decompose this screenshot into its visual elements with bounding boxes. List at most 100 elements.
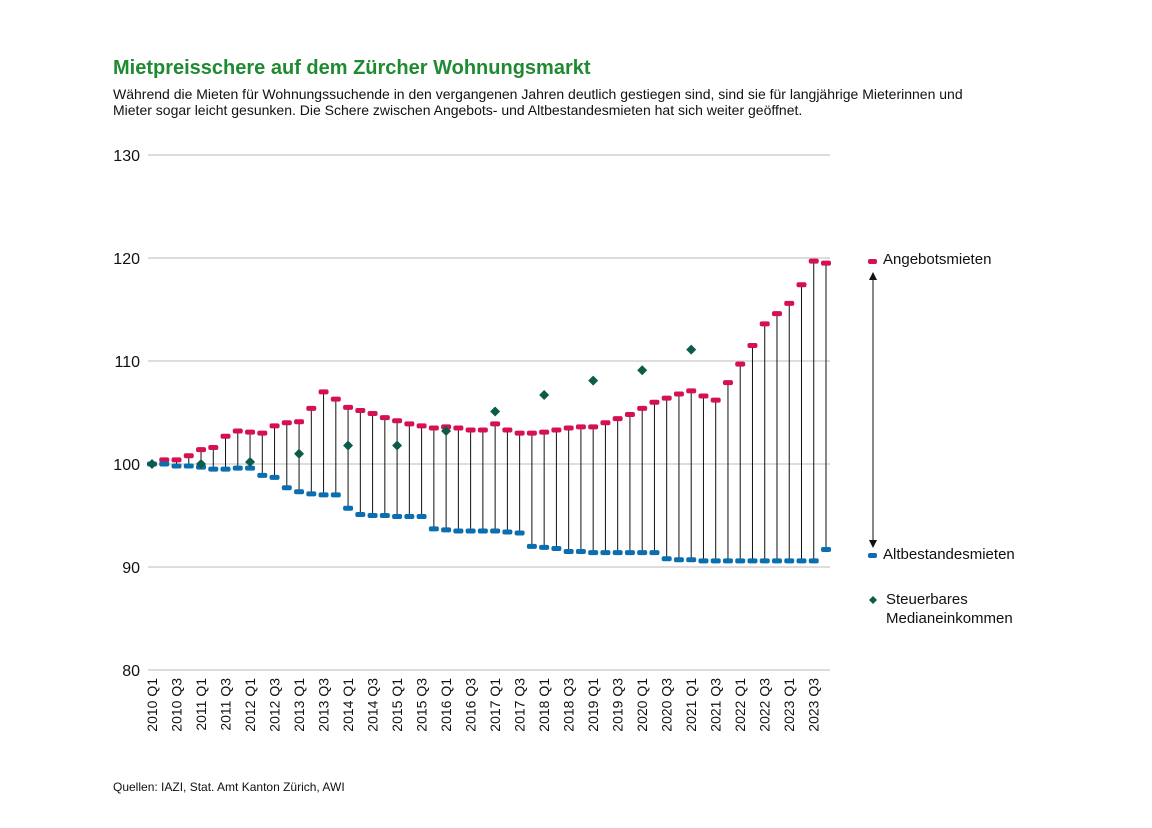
marker	[294, 419, 305, 425]
marker	[502, 529, 513, 535]
marker	[159, 457, 170, 463]
marker	[514, 430, 525, 436]
marker	[269, 423, 280, 429]
x-tick-label: 2022 Q1	[732, 678, 748, 732]
marker	[343, 404, 354, 410]
marker	[661, 556, 672, 562]
marker	[735, 361, 746, 367]
marker	[637, 405, 648, 411]
marker	[343, 505, 354, 511]
marker	[575, 424, 586, 430]
x-tick-label: 2013 Q3	[316, 678, 332, 732]
marker	[208, 466, 219, 472]
marker	[588, 424, 599, 430]
marker	[796, 282, 807, 288]
marker	[514, 530, 525, 536]
x-tick-label: 2022 Q3	[757, 678, 773, 732]
marker	[673, 557, 684, 563]
marker	[477, 427, 488, 433]
marker	[796, 558, 807, 564]
marker	[490, 421, 501, 427]
x-tick-label: 2010 Q3	[169, 678, 185, 732]
diamond-marker	[441, 426, 452, 437]
marker	[196, 447, 207, 453]
y-tick-label: 90	[122, 560, 140, 577]
marker	[808, 258, 819, 264]
marker	[722, 380, 733, 386]
marker	[575, 549, 586, 555]
x-tick-label: 2014 Q3	[365, 678, 381, 732]
marker	[649, 399, 660, 405]
legend-label: Altbestandesmieten	[883, 546, 1015, 563]
diamond-marker	[490, 406, 501, 417]
marker	[539, 429, 550, 435]
marker	[453, 528, 464, 534]
marker	[588, 550, 599, 556]
marker	[698, 558, 709, 564]
marker	[771, 558, 782, 564]
marker	[208, 445, 219, 451]
x-tick-label: 2019 Q1	[585, 678, 601, 732]
marker	[465, 528, 476, 534]
marker	[759, 558, 770, 564]
marker	[330, 492, 341, 498]
marker	[600, 550, 611, 556]
marker	[306, 405, 317, 411]
y-tick-label: 110	[114, 354, 140, 371]
diamond-marker	[392, 440, 403, 451]
y-tick-label: 130	[113, 148, 140, 165]
marker	[232, 428, 243, 434]
marker	[245, 429, 256, 435]
marker	[539, 544, 550, 550]
marker	[551, 427, 562, 433]
marker	[294, 489, 305, 495]
marker	[661, 395, 672, 401]
marker	[747, 558, 758, 564]
marker	[477, 528, 488, 534]
marker	[465, 427, 476, 433]
marker	[171, 457, 182, 463]
marker	[600, 420, 611, 426]
x-tick-label: 2018 Q1	[536, 678, 552, 732]
chart-title: Mietpreisschere auf dem Zürcher Wohnungs…	[113, 57, 591, 79]
x-tick-label: 2010 Q1	[144, 678, 160, 732]
marker	[257, 472, 268, 478]
marker	[526, 543, 537, 549]
marker	[428, 425, 439, 431]
marker	[392, 418, 403, 424]
marker	[183, 453, 194, 459]
marker	[355, 407, 366, 413]
x-tick-label: 2016 Q3	[463, 678, 479, 732]
x-tick-label: 2014 Q1	[340, 678, 356, 732]
x-tick-label: 2019 Q3	[610, 678, 626, 732]
marker	[183, 463, 194, 469]
legend-arrow-head	[869, 540, 877, 548]
legend-swatch	[868, 553, 877, 558]
legend-swatch	[868, 259, 877, 264]
marker	[686, 557, 697, 563]
x-tick-label: 2018 Q3	[561, 678, 577, 732]
marker	[416, 514, 427, 520]
marker	[404, 421, 415, 427]
marker	[441, 527, 452, 533]
marker	[784, 300, 795, 306]
x-tick-label: 2015 Q3	[414, 678, 430, 732]
marker	[637, 550, 648, 556]
y-tick-label: 80	[122, 663, 140, 680]
diamond-marker	[588, 375, 599, 386]
legend-label: Steuerbares Medianeinkommen	[886, 591, 1013, 627]
marker	[722, 558, 733, 564]
marker	[784, 558, 795, 564]
marker	[612, 416, 623, 422]
marker	[649, 550, 660, 556]
x-tick-label: 2017 Q1	[487, 678, 503, 732]
x-tick-label: 2011 Q1	[193, 678, 209, 731]
marker	[821, 260, 831, 266]
marker	[428, 526, 439, 532]
x-tick-label: 2020 Q1	[634, 678, 650, 732]
diamond-marker	[686, 344, 697, 355]
legend-label: Angebotsmieten	[883, 251, 992, 268]
marker	[759, 321, 770, 327]
diamond-marker	[343, 440, 354, 451]
